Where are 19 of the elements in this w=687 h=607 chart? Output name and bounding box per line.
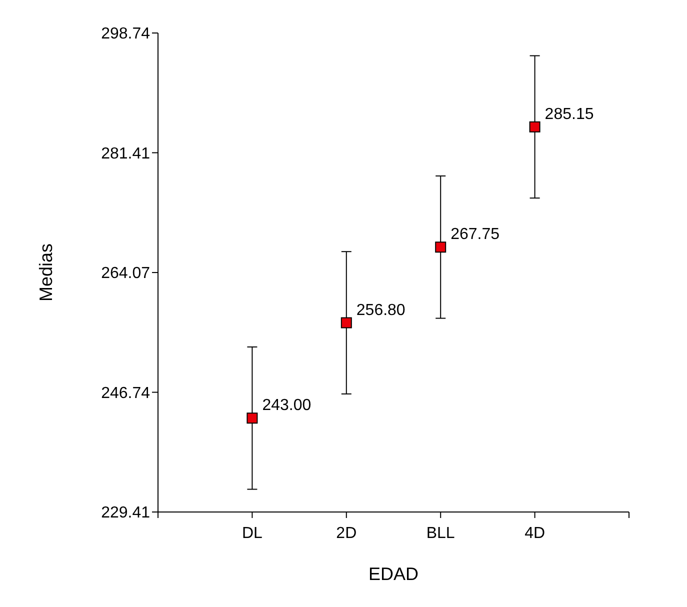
data-label: 256.80 [356,302,406,319]
x-tick-label: 2D [336,525,357,542]
point [246,412,258,424]
data-label: 285.15 [544,106,594,123]
data-label: 243.00 [262,397,312,414]
x-tick-label: BLL [426,525,455,542]
data-label: 267.75 [450,226,500,244]
x-axis-title: EDAD [368,564,419,584]
y-tick-label: 281.41 [101,145,150,162]
point [340,317,352,328]
y-axis-title: Medias [36,243,56,302]
x-tick-label: 4D [524,525,546,542]
y-tick-label: 264.07 [101,265,150,282]
y-tick-label: 229.41 [101,504,150,522]
y-tick-label: 298.74 [101,26,150,43]
y-tick-label: 246.74 [101,384,150,402]
x-tick-label: DL [242,525,263,542]
point [435,242,446,253]
point [529,121,540,132]
